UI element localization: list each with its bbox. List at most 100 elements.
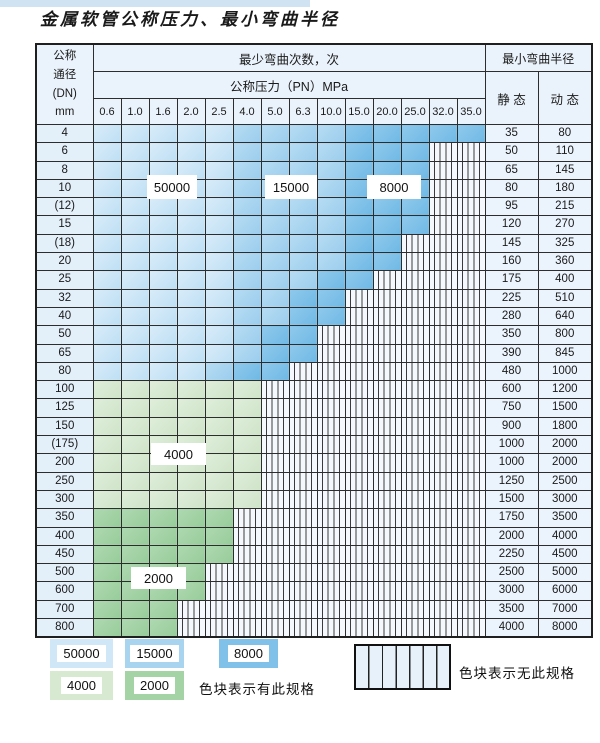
no-spec-cell-32.0: [428, 233, 458, 254]
spec-cell-6.3: [288, 288, 318, 308]
no-spec-cell-32.0: [428, 489, 458, 510]
no-spec-cell-4.0: [232, 599, 262, 620]
spec-cell-0.6: [92, 453, 122, 473]
spec-cell-5.0: [260, 197, 290, 217]
spec-cell-2.5: [204, 544, 234, 565]
spec-cell-1.0: [120, 123, 150, 144]
dynamic-radius-cell: 180: [537, 178, 593, 199]
spec-cell-0.6: [92, 215, 122, 235]
spec-cell-4.0: [232, 435, 262, 455]
spec-cell-1.6: [148, 416, 178, 437]
no-spec-cell-10.0: [316, 398, 346, 418]
spec-cell-10.0: [316, 178, 346, 199]
no-spec-cell-6.3: [288, 489, 318, 510]
static-radius-cell: 390: [484, 343, 539, 363]
spec-cell-2.5: [204, 416, 234, 437]
spec-cell-25.0: [400, 142, 430, 162]
top-strip-decoration: [0, 0, 310, 7]
spec-cell-1.0: [120, 215, 150, 235]
pressure-column-header-1.0: 1.0: [120, 98, 150, 125]
dynamic-radius-cell: 270: [537, 215, 593, 235]
table-row-dn-350: 350 1750 3500: [35, 508, 593, 528]
no-spec-cell-10.0: [316, 563, 346, 583]
legend-label-4000: 4000: [61, 677, 102, 694]
legend-swatch-15000: 15000: [125, 639, 184, 668]
no-spec-cell-20.0: [372, 435, 402, 455]
static-radius-cell: 1500: [484, 489, 539, 510]
spec-cell-10.0: [316, 288, 346, 308]
no-spec-cell-6.3: [288, 471, 318, 491]
no-spec-cell-32.0: [428, 197, 458, 217]
no-spec-cell-2.5: [204, 563, 234, 583]
static-radius-cell: 480: [484, 361, 539, 382]
spec-cell-20.0: [372, 123, 402, 144]
corner-line-3: (DN): [52, 87, 77, 100]
dn-cell: 600: [35, 581, 94, 601]
spec-cell-2.0: [176, 361, 206, 382]
spec-cell-0.6: [92, 160, 122, 180]
spec-cell-0.6: [92, 471, 122, 491]
table-row-dn-500: 500 2500 5000: [35, 563, 593, 583]
no-spec-cell-35.0: [456, 252, 486, 272]
spec-cell-2.0: [176, 252, 206, 272]
spec-cell-25.0: [400, 215, 430, 235]
spec-cell-0.6: [92, 599, 122, 620]
table-row-dn-125: 125 750 1500: [35, 398, 593, 418]
no-spec-cell-20.0: [372, 270, 402, 290]
no-spec-cell-32.0: [428, 453, 458, 473]
no-spec-cell-4.0: [232, 544, 262, 565]
spec-cell-4.0: [232, 142, 262, 162]
no-spec-cell-25.0: [400, 508, 430, 528]
table-row-dn-300: 300 1500 3000: [35, 489, 593, 510]
no-spec-cell-20.0: [372, 526, 402, 546]
static-radius-cell: 160: [484, 252, 539, 272]
no-spec-cell-4.0: [232, 581, 262, 601]
dynamic-radius-cell: 4500: [537, 544, 593, 565]
spec-cell-2.5: [204, 306, 234, 327]
table-row-dn-80: 80 480 1000: [35, 361, 593, 382]
spec-cell-1.0: [120, 160, 150, 180]
bend-cycles-header: 最少弯曲次数，次: [92, 43, 486, 72]
spec-cell-2.5: [204, 252, 234, 272]
dynamic-radius-cell: 8000: [537, 618, 593, 638]
spec-cell-0.6: [92, 380, 122, 400]
spec-cell-1.6: [148, 599, 178, 620]
min-bend-radius-header: 最小弯曲半径: [484, 43, 593, 72]
spec-cell-1.6: [148, 398, 178, 418]
spec-cell-10.0: [316, 270, 346, 290]
spec-cell-2.5: [204, 380, 234, 400]
no-spec-cell-6.3: [288, 435, 318, 455]
no-spec-cell-20.0: [372, 325, 402, 345]
pressure-column-header-35.0: 35.0: [456, 98, 486, 125]
no-spec-cell-32.0: [428, 618, 458, 638]
no-spec-cell-5.0: [260, 489, 290, 510]
no-spec-cell-10.0: [316, 380, 346, 400]
dn-cell: 20: [35, 252, 94, 272]
spec-cell-1.0: [120, 618, 150, 638]
no-spec-cell-15.0: [344, 398, 374, 418]
no-spec-cell-6.3: [288, 581, 318, 601]
pressure-column-header-0.6: 0.6: [92, 98, 122, 125]
static-radius-cell: 80: [484, 178, 539, 199]
spec-cell-6.3: [288, 306, 318, 327]
spec-cell-4.0: [232, 123, 262, 144]
spec-cell-0.6: [92, 343, 122, 363]
table-row-dn-20: 20 160 360: [35, 252, 593, 272]
no-spec-cell-2.5: [204, 599, 234, 620]
dynamic-radius-cell: 2000: [537, 453, 593, 473]
spec-cell-2.5: [204, 526, 234, 546]
spec-cell-2.0: [176, 508, 206, 528]
spec-cell-5.0: [260, 288, 290, 308]
static-radius-cell: 1000: [484, 453, 539, 473]
no-spec-cell-15.0: [344, 380, 374, 400]
dynamic-radius-cell: 7000: [537, 599, 593, 620]
dn-cell: 40: [35, 306, 94, 327]
pressure-column-header-2.5: 2.5: [204, 98, 234, 125]
no-spec-cell-10.0: [316, 435, 346, 455]
no-spec-cell-15.0: [344, 471, 374, 491]
spec-cell-2.5: [204, 123, 234, 144]
static-radius-cell: 600: [484, 380, 539, 400]
spec-cell-1.6: [148, 252, 178, 272]
no-spec-cell-20.0: [372, 398, 402, 418]
spec-cell-1.0: [120, 270, 150, 290]
